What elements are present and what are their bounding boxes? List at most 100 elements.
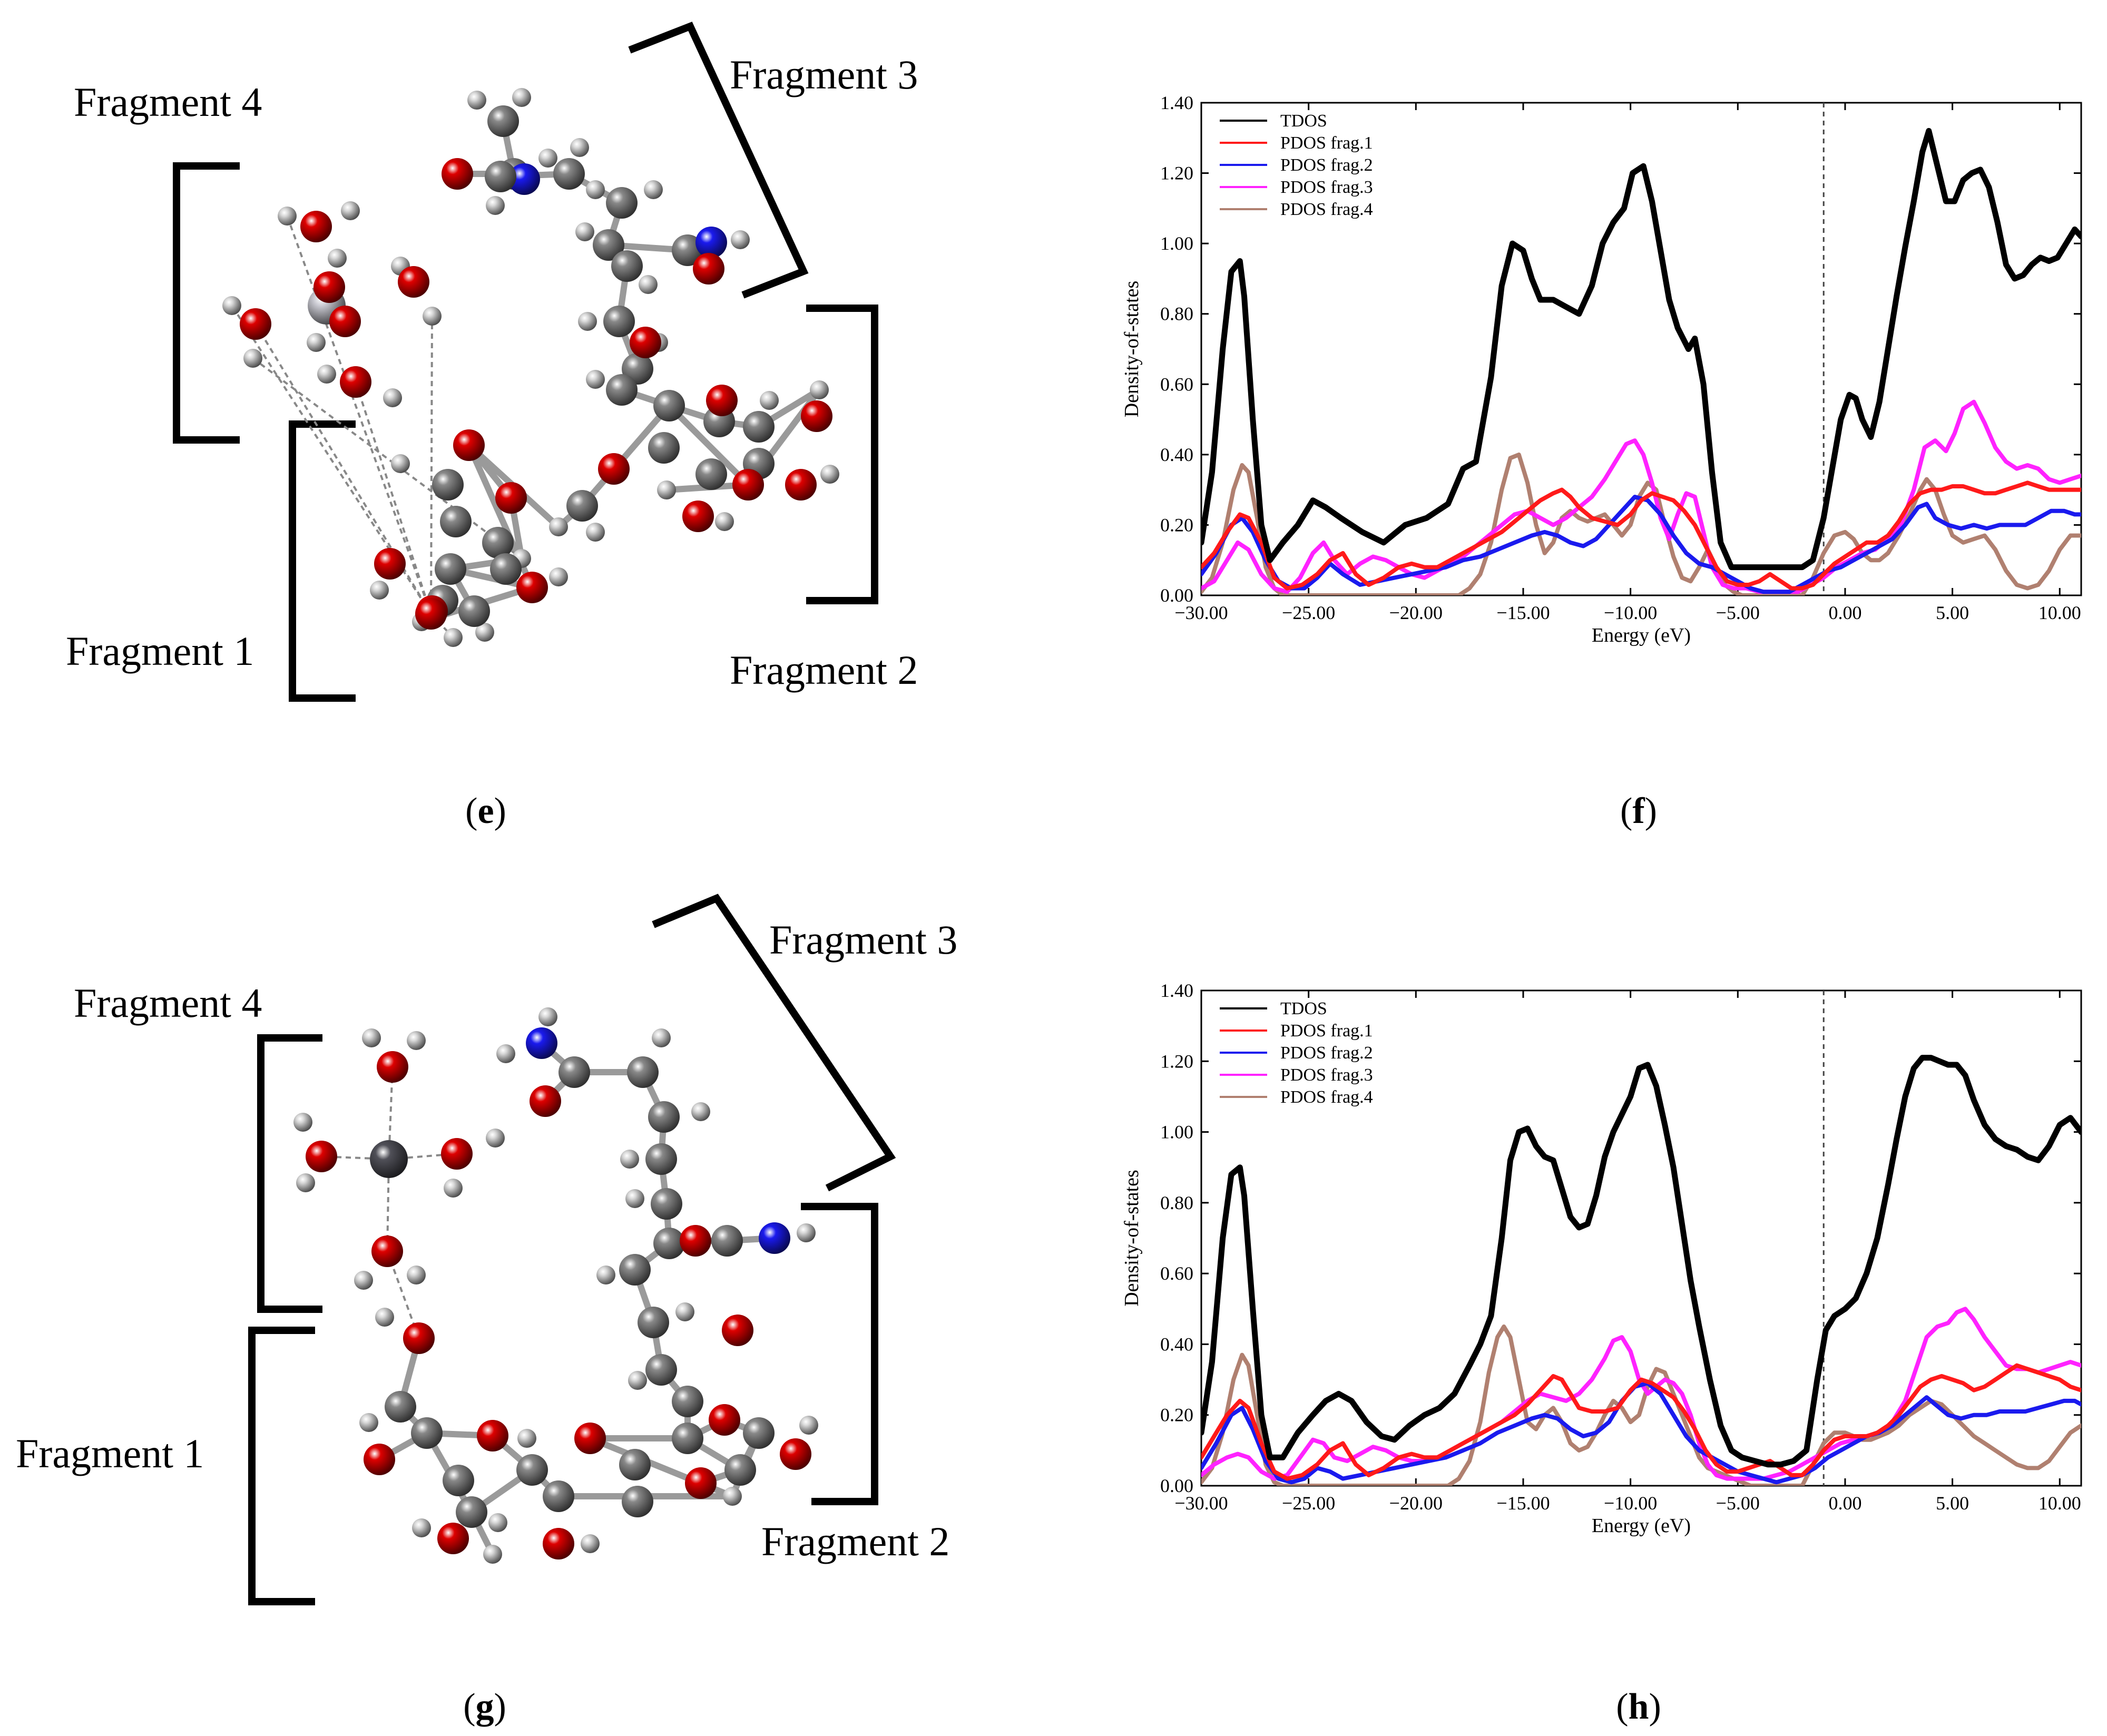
oxygen-atom [313,271,345,303]
bracket-fragment-2 [801,1207,875,1502]
oxygen-atom [364,1444,395,1475]
fragment-1-label: Fragment 1 [66,628,254,674]
hydrogen-atom [496,1044,515,1063]
fragment-4-label: Fragment 4 [74,980,262,1026]
carbon-atom [619,1254,651,1286]
molecule-g-atoms [293,1007,818,1564]
hydrogen-atom [512,88,531,107]
oxygen-atom [374,548,406,580]
oxygen-atom [442,158,473,190]
x-tick-label: −5.00 [1716,1493,1760,1514]
oxygen-atom [477,1420,508,1451]
hydrogen-atom [467,91,486,110]
plot-frame [1201,103,2081,595]
oxygen-atom [240,308,271,340]
metal-atom [370,1140,408,1178]
carbon-atom [558,1056,590,1088]
x-tick-label: 10.00 [2039,1493,2081,1514]
carbon-atom [543,1480,574,1512]
hydrogen-atom [691,1102,710,1121]
fragment-4-label: Fragment 4 [74,79,262,125]
fragment-3-label: Fragment 3 [769,917,957,963]
y-tick-label: 1.20 [1160,163,1193,184]
x-axis-title: Energy (eV) [1592,1515,1691,1537]
carbon-atom [648,1101,680,1133]
legend-entry: PDOS frag.3 [1280,1065,1373,1085]
hydrogen-atom [383,388,402,407]
nitrogen-atom [526,1027,557,1059]
oxygen-atom [306,1141,337,1172]
hydrogen-atom [317,365,336,384]
x-tick-label: −25.00 [1282,1493,1335,1514]
carbon-atom [487,105,519,137]
series-line-pdos-frag-1 [1201,1366,2081,1479]
hydrogen-atom [354,1271,373,1290]
x-tick-label: 10.00 [2039,602,2081,623]
y-tick-label: 1.40 [1160,92,1193,113]
series-line-pdos-frag-4 [1201,1327,2081,1486]
oxygen-atom [377,1051,408,1083]
hydrogen-atom [586,180,605,199]
hydrogen-atom [549,567,568,586]
oxygen-atom [630,327,661,358]
oxygen-atom [598,453,630,485]
carbon-atom [385,1391,416,1423]
hydrogen-atom [570,138,589,157]
bracket-fragment-1 [292,424,356,698]
hydrogen-atom [222,296,241,315]
legend-entry: PDOS frag.1 [1280,133,1373,153]
panel-h: 0.00 0.20 0.40 0.60 0.80 1.00 1.20 1.40 −30.00 −2… [1096,864,2107,1736]
legend-entry: PDOS frag.3 [1280,178,1373,197]
caption-f: (f) [1586,790,1691,832]
carbon-atom [619,1449,651,1480]
hydrogen-atom [581,1534,600,1553]
legend-entry: PDOS frag.4 [1280,200,1373,219]
oxygen-atom [329,306,361,337]
carbon-atom [443,1465,474,1496]
hydrogen-atom [578,312,597,331]
hydrogen-atom [620,1150,639,1169]
y-axis-title: Density-of-states [1121,281,1143,418]
molecule-e: Fragment 4 Fragment 3 Fragment 1 Fragmen… [0,0,1048,748]
oxygen-atom [530,1085,561,1117]
hydrogen-atom [444,1179,463,1198]
x-tick-label: 5.00 [1936,1493,1969,1514]
x-tick-label: 0.00 [1828,1493,1861,1514]
hydrogen-atom [307,333,326,352]
hydrogen-atom [412,1518,431,1537]
x-tick-label: −25.00 [1282,602,1335,623]
x-tick-label: −30.00 [1174,602,1228,623]
carbon-atom [456,1496,487,1528]
oxygen-atom [371,1235,403,1267]
hydrogen-atom [444,628,463,647]
hydrogen-atom [486,196,505,215]
hydrogen-atom [760,391,779,410]
bracket-fragment-1 [252,1330,315,1602]
oxygen-atom [685,1467,717,1499]
x-tick-label: −10.00 [1604,1493,1657,1514]
panel-e: Fragment 4 Fragment 3 Fragment 1 Fragmen… [0,0,1048,843]
x-tick-label: 0.00 [1828,602,1861,623]
y-tick-label: 0.20 [1160,1405,1193,1426]
hydrogen-atom [715,512,734,531]
bracket-fragment-2 [806,308,875,601]
legend-entry: PDOS frag.1 [1280,1021,1373,1041]
carbon-atom [622,1486,653,1517]
oxygen-atom [398,266,429,298]
y-axis-title: Density-of-states [1121,1170,1143,1307]
panel-g: Fragment 4 Fragment 3 Fragment 1 Fragmen… [0,864,1048,1736]
carbon-atom [516,1454,548,1486]
carbon-atom [490,553,522,585]
carbon-atom [695,458,727,490]
x-tick-label: −20.00 [1389,1493,1443,1514]
carbon-atom [645,1143,677,1175]
oxygen-atom [415,598,447,630]
hydrogen-atom [549,517,568,536]
carbon-atom [553,158,585,190]
y-tick-label: 0.80 [1160,1192,1193,1213]
y-tick-label: 0.60 [1160,1263,1193,1284]
hydrogen-atom [517,1429,536,1448]
x-tick-label: −20.00 [1389,602,1443,623]
hydrogen-atom [488,1513,507,1532]
carbon-atom [711,1225,743,1257]
